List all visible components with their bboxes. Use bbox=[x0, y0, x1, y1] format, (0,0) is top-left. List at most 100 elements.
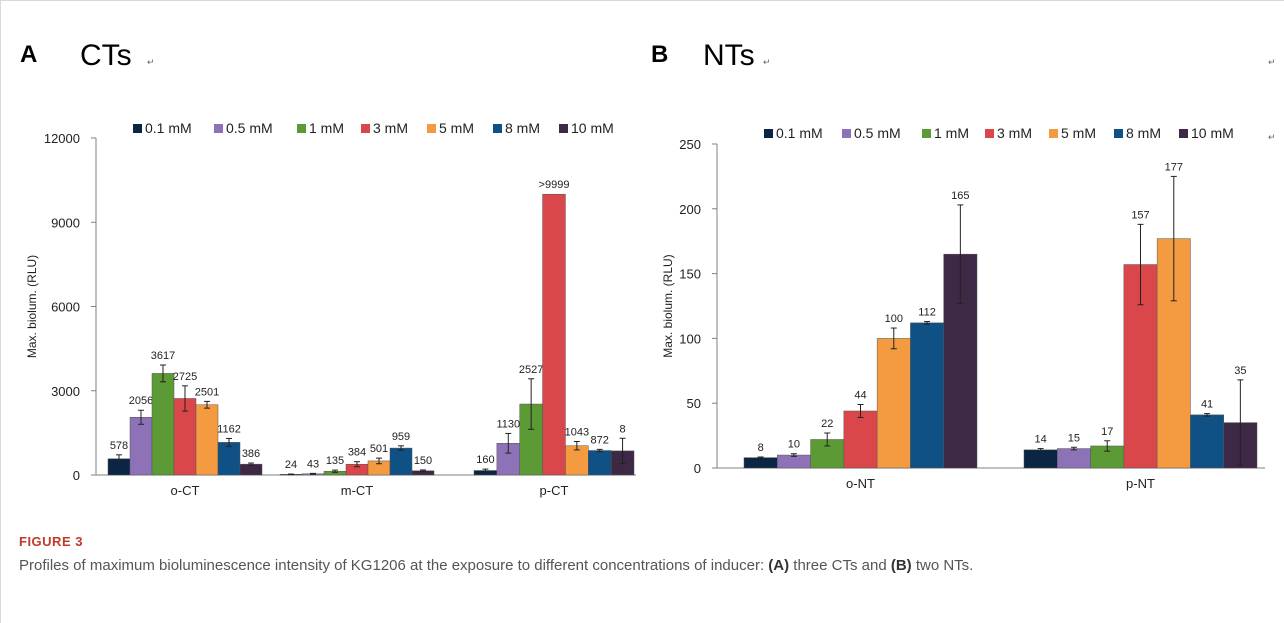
legend-label: 0.5 mM bbox=[226, 120, 273, 136]
chart-panel-a: 0 3000 6000 9000 12000 Max. biolum. (RLU) 0.1 … bbox=[25, 120, 636, 498]
y-tick-label: 0 bbox=[694, 461, 701, 476]
legend-label: 8 mM bbox=[505, 120, 540, 136]
data-label: 578 bbox=[110, 440, 128, 452]
legend-swatch bbox=[133, 124, 142, 133]
x-tick-label: o-NT bbox=[846, 476, 875, 491]
legend-label: 0.1 mM bbox=[145, 120, 192, 136]
y-tick-label: 250 bbox=[679, 137, 701, 152]
bar bbox=[1023, 449, 1058, 469]
bar bbox=[588, 450, 612, 476]
bar bbox=[239, 463, 263, 476]
y-tick-label: 150 bbox=[679, 267, 701, 282]
data-label: 41 bbox=[1201, 399, 1213, 411]
caption-part: Profiles of maximum bioluminescence inte… bbox=[19, 557, 769, 574]
bar bbox=[389, 447, 413, 476]
figure-top-border bbox=[0, 0, 1284, 1]
caption-ref-a: (A) bbox=[768, 557, 790, 574]
caption-ref-b: (B) bbox=[890, 557, 912, 574]
bar bbox=[217, 442, 241, 476]
panel-a-title: CTs bbox=[80, 39, 132, 72]
y-tick-label: 12000 bbox=[44, 131, 80, 146]
data-label: 959 bbox=[392, 431, 410, 443]
data-label: 44 bbox=[854, 389, 866, 401]
y-tick-label: 100 bbox=[679, 331, 701, 346]
data-label: 100 bbox=[885, 313, 903, 325]
legend-label: 8 mM bbox=[1126, 125, 1161, 141]
data-label: 2527 bbox=[519, 364, 543, 376]
legend-label: 10 mM bbox=[1191, 125, 1234, 141]
legend-swatch bbox=[361, 124, 370, 133]
legend-swatch bbox=[493, 124, 502, 133]
legend-swatch bbox=[297, 124, 306, 133]
legend-label: 1 mM bbox=[934, 125, 969, 141]
y-axis-title: Max. biolum. (RLU) bbox=[25, 255, 39, 358]
data-label: 112 bbox=[918, 307, 936, 319]
x-tick-label: o-CT bbox=[171, 483, 200, 498]
bar bbox=[1190, 414, 1224, 469]
legend-label: 10 mM bbox=[571, 120, 614, 136]
data-label: 135 bbox=[326, 455, 344, 467]
data-label: 2501 bbox=[195, 386, 219, 398]
data-label: 17 bbox=[1101, 426, 1113, 438]
panel-a-label: A bbox=[20, 41, 37, 68]
figure-caption: FIGURE 3 Profiles of maximum bioluminesc… bbox=[19, 534, 1259, 577]
legend-swatch bbox=[559, 124, 568, 133]
y-axis-title: Max. biolum. (RLU) bbox=[661, 254, 675, 357]
data-label: 1043 bbox=[565, 426, 589, 438]
y-tick-label: 0 bbox=[73, 468, 80, 483]
data-label: 157 bbox=[1131, 209, 1149, 221]
figure-charts: A CTs ↵ B NTs ↵ ↵ ↵ 0 3000 6000 9000 12000 Ma… bbox=[20, 39, 1276, 498]
bar bbox=[1057, 448, 1091, 469]
figure-left-border bbox=[0, 0, 1, 623]
y-tick-label: 6000 bbox=[51, 300, 80, 315]
data-label: 43 bbox=[307, 458, 319, 470]
bar bbox=[151, 373, 175, 476]
y-tick-label: 200 bbox=[679, 202, 701, 217]
data-label: 1162 bbox=[217, 423, 241, 435]
panel-b-label: B bbox=[651, 41, 668, 68]
legend-label: 3 mM bbox=[373, 120, 408, 136]
return-mark-icon: ↵ bbox=[1268, 57, 1276, 67]
data-label: 14 bbox=[1035, 434, 1047, 446]
legend-swatch bbox=[764, 129, 773, 138]
legend-swatch bbox=[842, 129, 851, 138]
legend-swatch bbox=[214, 124, 223, 133]
data-label: 177 bbox=[1165, 161, 1183, 173]
data-label: 872 bbox=[591, 434, 609, 446]
return-mark-icon: ↵ bbox=[1268, 132, 1276, 142]
caption-part: three CTs and bbox=[789, 557, 891, 574]
data-label: 165 bbox=[951, 190, 969, 202]
return-mark-icon: ↵ bbox=[763, 57, 771, 67]
chart-panel-b: 0 50 100 150 200 250 Max. biolum. (RLU) 0.1 mM 0… bbox=[661, 125, 1265, 491]
data-label: 15 bbox=[1068, 432, 1080, 444]
x-tick-label: p-NT bbox=[1126, 476, 1155, 491]
data-label: 150 bbox=[414, 455, 432, 467]
x-tick-label: m-CT bbox=[341, 483, 374, 498]
data-label: 501 bbox=[370, 443, 388, 455]
panel-b-title: NTs bbox=[703, 39, 755, 72]
data-label: 2725 bbox=[173, 371, 197, 383]
bar bbox=[777, 454, 811, 469]
data-label: 8 bbox=[758, 442, 764, 454]
data-label: 386 bbox=[242, 448, 260, 460]
legend-label: 3 mM bbox=[997, 125, 1032, 141]
legend-swatch bbox=[1179, 129, 1188, 138]
data-label: 24 bbox=[285, 459, 297, 471]
data-label: 2056 bbox=[129, 395, 153, 407]
legend-label: 5 mM bbox=[1061, 125, 1096, 141]
legend-swatch bbox=[1049, 129, 1058, 138]
bar bbox=[542, 193, 566, 476]
legend-swatch bbox=[922, 129, 931, 138]
data-label: 35 bbox=[1234, 365, 1246, 377]
bar bbox=[195, 404, 219, 476]
bar bbox=[129, 417, 153, 476]
legend-label: 0.5 mM bbox=[854, 125, 901, 141]
bar bbox=[843, 410, 878, 469]
x-tick-label: p-CT bbox=[540, 483, 569, 498]
legend-label: 1 mM bbox=[309, 120, 344, 136]
return-mark-icon: ↵ bbox=[147, 57, 155, 67]
bar bbox=[876, 338, 911, 469]
legend-swatch bbox=[1114, 129, 1123, 138]
caption-part: two NTs. bbox=[911, 557, 974, 574]
figure-label: FIGURE 3 bbox=[19, 534, 83, 549]
